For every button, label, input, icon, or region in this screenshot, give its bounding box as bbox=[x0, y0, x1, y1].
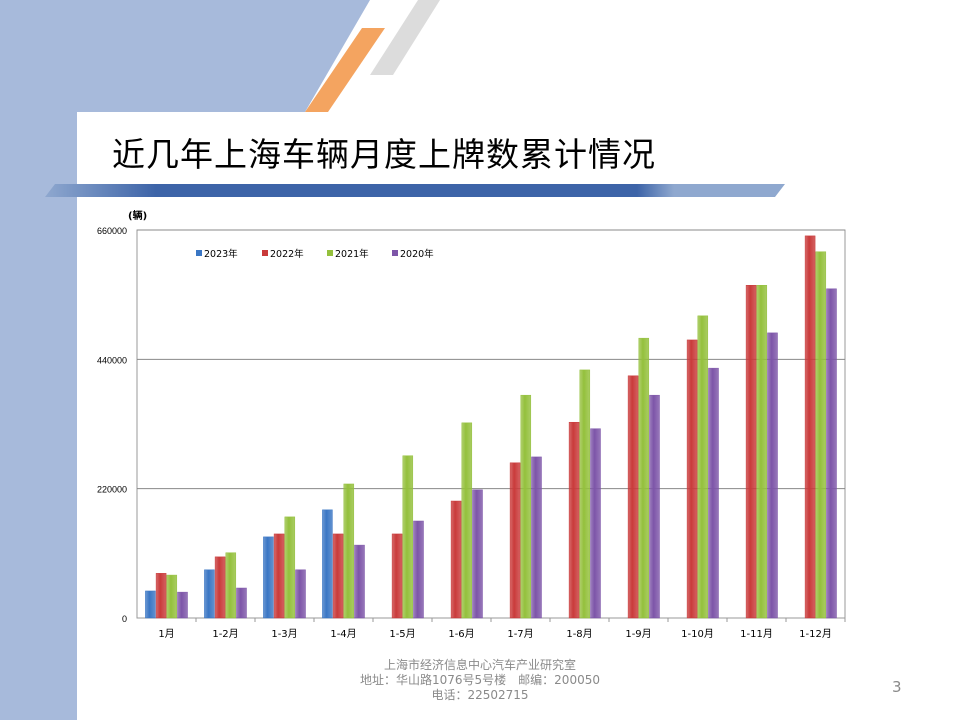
bar-2022年-1-10月 bbox=[686, 339, 698, 619]
legend-label: 2021年 bbox=[335, 248, 369, 260]
legend-label: 2022年 bbox=[270, 248, 304, 260]
x-tick-label: 1-10月 bbox=[681, 628, 714, 640]
page-number: 3 bbox=[892, 678, 902, 696]
y-tick-label: 0 bbox=[122, 614, 127, 624]
x-tick-label: 1-5月 bbox=[389, 628, 415, 640]
bar-2022年-1月 bbox=[155, 573, 167, 619]
bar-2020年-1月 bbox=[177, 591, 188, 619]
footer-phone: 电话：22502715 bbox=[431, 688, 529, 702]
bar-2022年-1-3月 bbox=[273, 533, 285, 619]
bar-2020年-1-3月 bbox=[295, 569, 306, 619]
bar-2022年-1-9月 bbox=[627, 375, 639, 619]
bar-2020年-1-10月 bbox=[708, 367, 719, 619]
bar-2020年-1-11月 bbox=[767, 332, 778, 619]
legend-swatch bbox=[196, 250, 202, 256]
y-tick-label: 440000 bbox=[97, 355, 127, 365]
bar-2021年-1-8月 bbox=[579, 369, 591, 619]
slide-title: 近几年上海车辆月度上牌数累计情况 bbox=[112, 135, 656, 174]
bar-2020年-1-7月 bbox=[531, 456, 542, 619]
bar-2020年-1-5月 bbox=[413, 520, 424, 619]
legend-swatch bbox=[327, 250, 333, 256]
bar-2021年-1-9月 bbox=[638, 337, 650, 619]
bar-2023年-1-2月 bbox=[204, 569, 215, 619]
bar-2020年-1-6月 bbox=[472, 489, 483, 619]
bar-2022年-1-8月 bbox=[568, 421, 580, 619]
bar-2021年-1-11月 bbox=[756, 285, 768, 619]
x-tick-label: 1月 bbox=[158, 628, 174, 640]
y-tick-label: 660000 bbox=[97, 226, 127, 236]
footer: 上海市经济信息中心汽车产业研究室 地址：华山路1076号5号楼 邮编：20005… bbox=[300, 658, 660, 703]
x-tick-label: 1-9月 bbox=[625, 628, 651, 640]
bar-2022年-1-2月 bbox=[214, 556, 226, 619]
legend-label: 2020年 bbox=[400, 248, 434, 260]
orange-stripe bbox=[305, 28, 385, 112]
y-axis-unit: (辆) bbox=[128, 209, 147, 222]
bar-2020年-1-8月 bbox=[590, 428, 601, 619]
x-tick-label: 1-8月 bbox=[566, 628, 592, 640]
bar-2021年-1-3月 bbox=[284, 516, 296, 619]
bar-2021年-1-10月 bbox=[697, 315, 709, 619]
bar-2020年-1-9月 bbox=[649, 394, 660, 619]
bar-2020年-1-2月 bbox=[236, 587, 247, 619]
bar-2022年-1-6月 bbox=[450, 500, 462, 619]
footer-address: 地址：华山路1076号5号楼 邮编：200050 bbox=[360, 673, 600, 687]
bar-2022年-1-4月 bbox=[332, 533, 344, 619]
x-tick-label: 1-4月 bbox=[330, 628, 356, 640]
x-tick-label: 1-6月 bbox=[448, 628, 474, 640]
x-tick-label: 1-11月 bbox=[740, 628, 773, 640]
gray-stripe bbox=[370, 0, 440, 75]
bar-2021年-1月 bbox=[166, 574, 178, 619]
y-tick-label: 220000 bbox=[97, 485, 127, 495]
title-underline-stripe bbox=[45, 184, 785, 197]
bar-2023年-1-4月 bbox=[322, 509, 333, 619]
plot-area bbox=[136, 229, 846, 619]
bar-2023年-1月 bbox=[145, 590, 156, 619]
bar-2022年-1-12月 bbox=[804, 235, 816, 619]
bar-2021年-1-7月 bbox=[520, 394, 532, 619]
x-tick-label: 1-7月 bbox=[507, 628, 533, 640]
bar-2020年-1-4月 bbox=[354, 544, 365, 619]
bar-2022年-1-5月 bbox=[391, 533, 403, 619]
bar-2021年-1-5月 bbox=[402, 455, 414, 619]
legend-swatch bbox=[262, 250, 268, 256]
bar-2022年-1-11月 bbox=[745, 285, 757, 619]
x-tick-label: 1-12月 bbox=[799, 628, 832, 640]
bar-2021年-1-6月 bbox=[461, 422, 473, 619]
bar-2020年-1-12月 bbox=[826, 288, 837, 619]
legend-label: 2023年 bbox=[204, 248, 238, 260]
x-tick-label: 1-2月 bbox=[212, 628, 238, 640]
legend-swatch bbox=[392, 250, 398, 256]
bar-2021年-1-12月 bbox=[815, 251, 827, 619]
bar-2022年-1-7月 bbox=[509, 462, 521, 619]
bar-2021年-1-4月 bbox=[343, 483, 355, 619]
bar-2021年-1-2月 bbox=[225, 552, 237, 619]
bar-2023年-1-3月 bbox=[263, 536, 274, 619]
footer-org: 上海市经济信息中心汽车产业研究室 bbox=[383, 658, 576, 672]
x-tick-label: 1-3月 bbox=[271, 628, 297, 640]
